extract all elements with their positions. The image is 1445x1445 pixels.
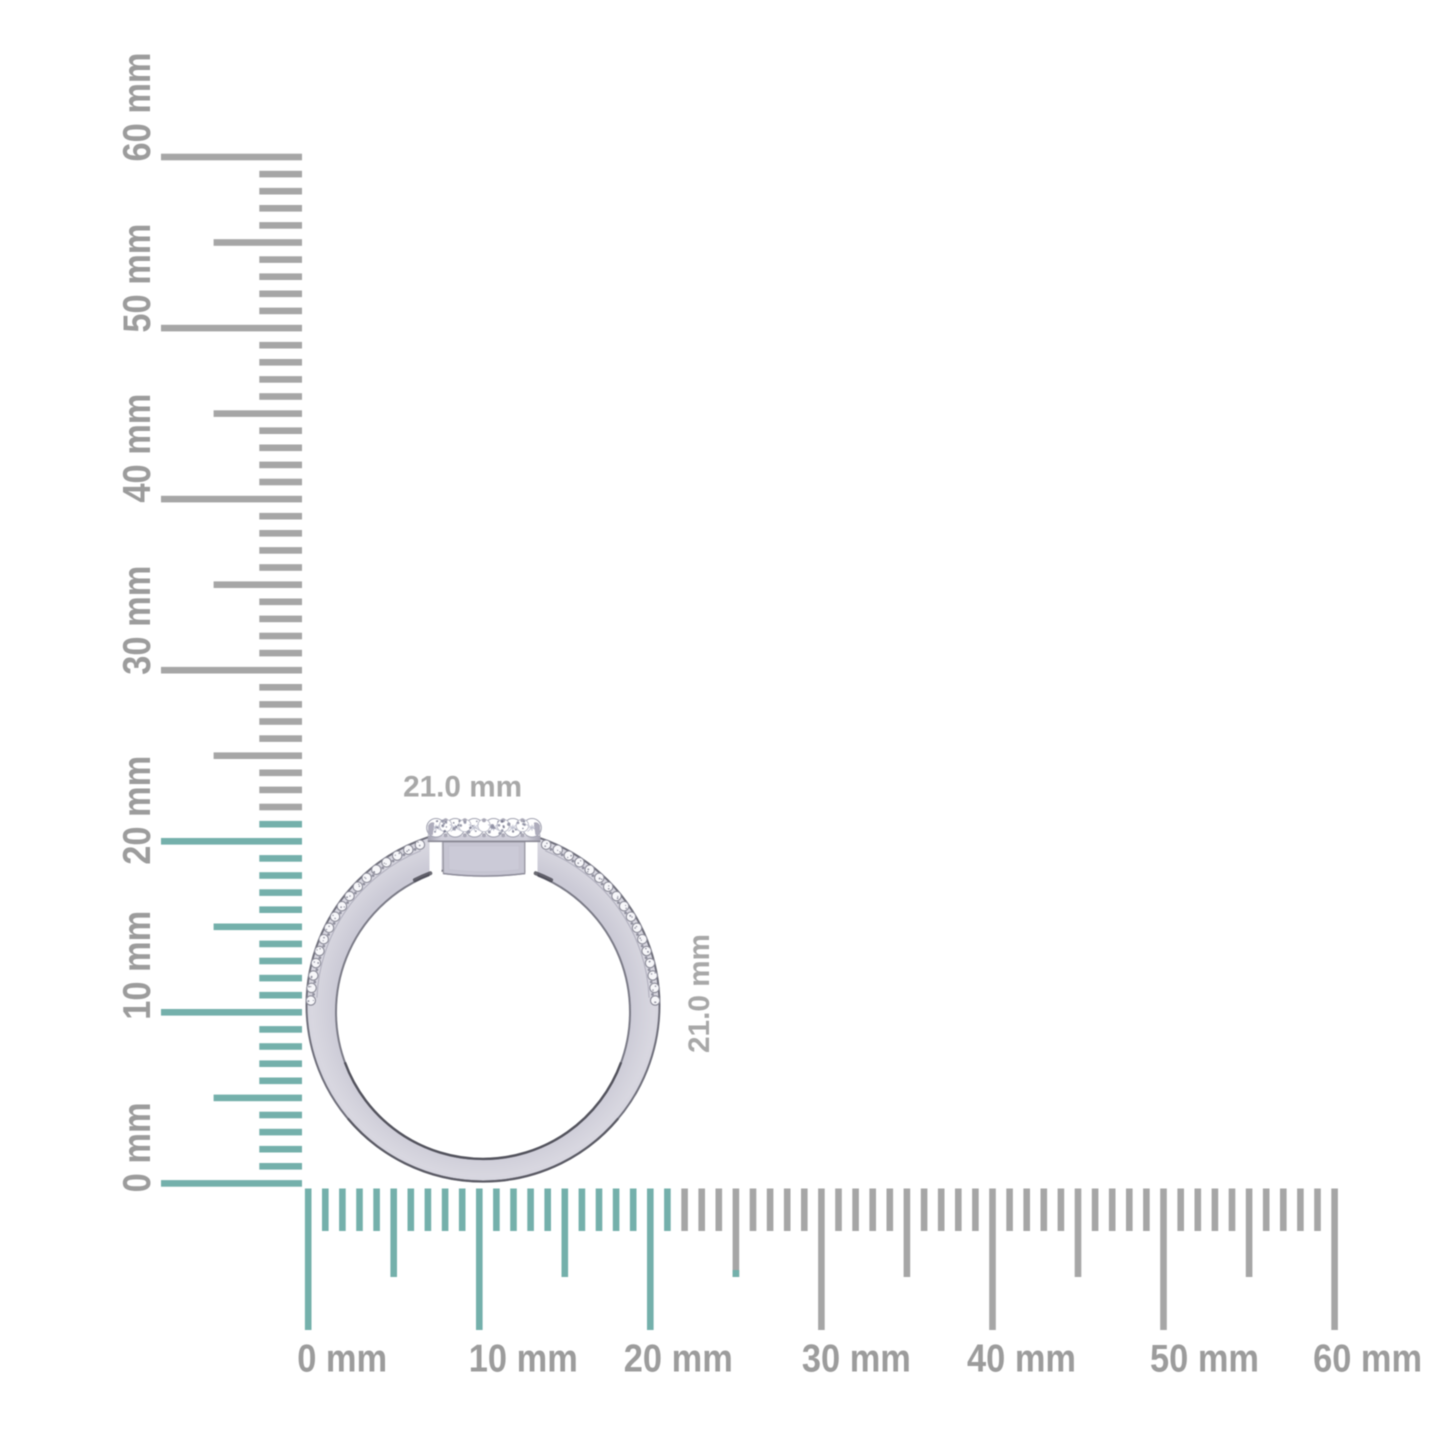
svg-text:20 mm: 20 mm [624, 1338, 733, 1381]
svg-text:40 mm: 40 mm [116, 394, 159, 503]
svg-text:60 mm: 60 mm [1313, 1338, 1422, 1381]
svg-text:30 mm: 30 mm [802, 1338, 911, 1381]
svg-text:10 mm: 10 mm [469, 1338, 578, 1381]
svg-text:30 mm: 30 mm [116, 566, 159, 675]
svg-text:50 mm: 50 mm [116, 224, 159, 333]
svg-text:0 mm: 0 mm [116, 1102, 159, 1192]
svg-text:21.0 mm: 21.0 mm [403, 770, 522, 803]
svg-text:40 mm: 40 mm [967, 1338, 1076, 1381]
svg-text:60 mm: 60 mm [116, 53, 159, 162]
svg-text:21.0 mm: 21.0 mm [683, 934, 716, 1053]
svg-text:10 mm: 10 mm [116, 911, 159, 1020]
svg-text:50 mm: 50 mm [1150, 1338, 1259, 1381]
svg-text:20 mm: 20 mm [116, 756, 159, 865]
svg-text:0 mm: 0 mm [297, 1338, 387, 1381]
